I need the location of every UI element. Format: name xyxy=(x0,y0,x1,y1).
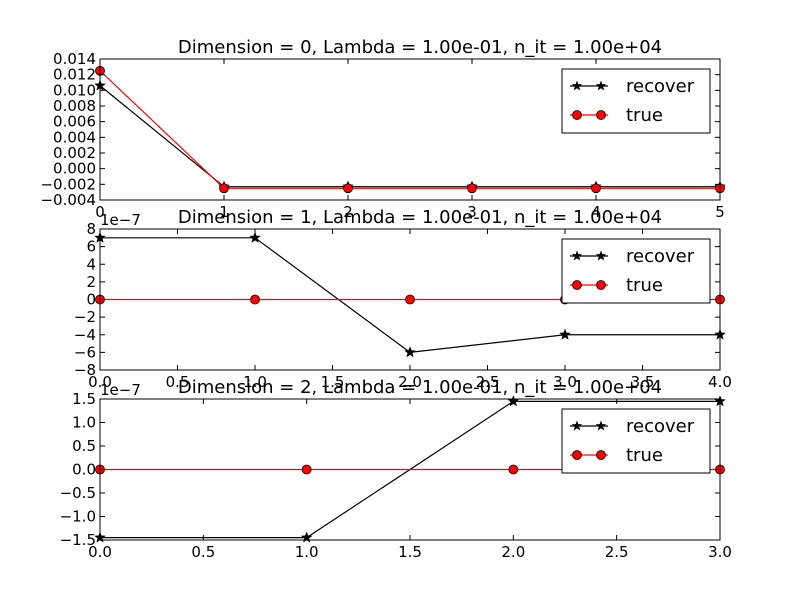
x-tick-label: 2 xyxy=(343,203,353,221)
legend-box xyxy=(561,408,711,474)
y-tick-label: −2 xyxy=(74,308,96,326)
x-tick-label: 0.0 xyxy=(88,373,112,391)
series-line-recover xyxy=(99,85,720,188)
data-point-true xyxy=(219,183,229,194)
y-tick-label: 0.014 xyxy=(53,50,96,68)
data-point-recover xyxy=(559,328,571,340)
y-tick-label: −4 xyxy=(74,326,96,344)
legend-marker-true xyxy=(572,280,582,290)
y-tick-label: 6 xyxy=(86,238,96,256)
y-tick-label: 0.5 xyxy=(72,437,96,455)
data-point-true xyxy=(591,183,601,194)
panel-2: 0.0 0.5 1.0 1.5 2.0 2.5 3.0 −1.5 −1.0 −0.5 0.0 0.5 1… xyxy=(60,377,732,561)
legend-marker-true xyxy=(596,280,606,290)
legend: recover true xyxy=(561,238,711,304)
y-offset-label: 1e−7 xyxy=(100,211,141,229)
x-tick-label: 3 xyxy=(467,203,477,221)
panel-title: Dimension = 0, Lambda = 1.00e-01, n_it =… xyxy=(178,37,662,58)
x-tick-label: 1 xyxy=(219,203,229,221)
x-tick-label: 4 xyxy=(591,203,601,221)
y-tick-label: 0.010 xyxy=(53,81,96,99)
y-tick-label: 8 xyxy=(86,220,96,238)
data-point-true xyxy=(301,464,312,475)
y-tick-label: 0.008 xyxy=(53,97,96,115)
legend-label-recover: recover xyxy=(626,76,695,97)
y-tick-label: 0.002 xyxy=(53,144,96,162)
series-line-true xyxy=(99,70,720,189)
y-offset-label: 1e−7 xyxy=(100,381,141,399)
legend-label-true: true xyxy=(626,445,663,466)
x-tick-label: 3.0 xyxy=(553,373,577,391)
legend-box xyxy=(561,238,711,304)
x-tick-label: 0.5 xyxy=(166,373,190,391)
y-tick-label: 4 xyxy=(86,255,96,273)
data-point-true xyxy=(508,464,519,475)
y-tick-label: 2 xyxy=(86,273,96,291)
y-tick-label: −1.0 xyxy=(60,508,96,526)
panel-title: Dimension = 1, Lambda = 1.00e-01, n_it =… xyxy=(178,207,662,228)
y-tick-label: −0.5 xyxy=(60,484,96,502)
legend-marker-recover xyxy=(595,250,607,261)
x-tick-label: 3.5 xyxy=(631,373,655,391)
y-tick-label: −1.5 xyxy=(60,531,96,549)
y-tick-label: −8 xyxy=(74,361,96,379)
y-tick-label: 1.5 xyxy=(72,390,96,408)
y-tick-label: −0.002 xyxy=(40,175,96,193)
x-tick-label: 1.5 xyxy=(321,373,345,391)
legend-marker-true xyxy=(596,110,606,120)
x-tick-label: 0.0 xyxy=(88,543,112,561)
legend-marker-recover xyxy=(595,80,607,91)
x-tick-label: 3.0 xyxy=(708,543,732,561)
series-group xyxy=(94,65,726,194)
x-tick-label: 1.0 xyxy=(243,373,267,391)
axes-frame xyxy=(99,398,721,541)
axes-frame xyxy=(99,228,721,371)
legend-marker-recover xyxy=(571,250,583,261)
y-tick-label: 0.006 xyxy=(53,113,96,131)
data-point-true xyxy=(405,294,415,305)
y-tick-label: 0.012 xyxy=(53,66,96,84)
x-tick-label: 0 xyxy=(95,203,105,221)
legend-marker-true xyxy=(572,450,582,460)
x-tick-label: 0.5 xyxy=(191,543,215,561)
legend-marker-true xyxy=(596,450,606,460)
legend-marker-true xyxy=(572,110,582,120)
data-point-recover xyxy=(404,346,416,358)
x-tick-label: 1.5 xyxy=(398,543,422,561)
y-tick-label: 0 xyxy=(86,291,96,309)
y-tick-label: 0.0 xyxy=(72,461,96,479)
x-tick-label: 1.0 xyxy=(295,543,319,561)
y-tick-label: 1.0 xyxy=(72,414,96,432)
panel-0: 0 1 2 3 4 5−0.004−0.0020.0000.0020.0040.0060.… xyxy=(40,37,726,221)
x-tick-label: 2.0 xyxy=(398,373,422,391)
data-point-recover xyxy=(249,231,261,243)
axes-frame xyxy=(99,58,721,201)
legend-box xyxy=(561,68,711,134)
data-point-true xyxy=(250,294,260,305)
x-tick-label: 4.0 xyxy=(708,373,732,391)
legend: recover true xyxy=(561,408,711,474)
legend-label-true: true xyxy=(626,275,663,296)
x-tick-label: 5 xyxy=(715,203,725,221)
legend-label-recover: recover xyxy=(626,246,695,267)
panel-title: Dimension = 2, Lambda = 1.00e-01, n_it =… xyxy=(178,377,662,398)
legend-marker-recover xyxy=(595,420,607,431)
y-tick-label: 0.000 xyxy=(53,160,96,178)
legend-marker-recover xyxy=(571,80,583,91)
legend: recover true xyxy=(561,68,711,134)
x-tick-label: 2.0 xyxy=(501,543,525,561)
panel-1: 0.0 0.5 1.0 1.5 2.0 2.5 3.0 3.5 4.0 −8−6−4−202468… xyxy=(74,207,732,391)
x-tick-label: 2.5 xyxy=(476,373,500,391)
legend-marker-recover xyxy=(571,420,583,431)
y-tick-label: −6 xyxy=(74,343,96,361)
legend-label-true: true xyxy=(626,105,663,126)
x-tick-label: 2.5 xyxy=(605,543,629,561)
data-point-true xyxy=(467,183,477,194)
legend-label-recover: recover xyxy=(626,416,695,437)
data-point-true xyxy=(343,183,353,194)
y-tick-label: −0.004 xyxy=(40,191,96,209)
y-tick-label: 0.004 xyxy=(53,128,96,146)
